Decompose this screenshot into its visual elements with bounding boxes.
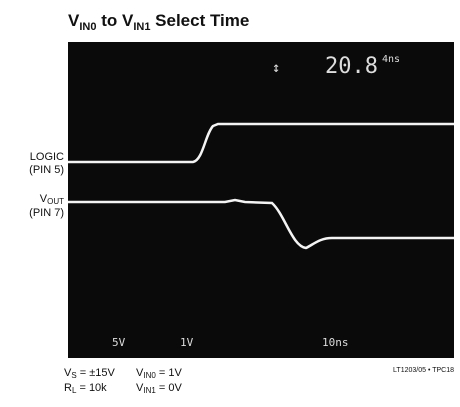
scope-screen — [68, 42, 454, 358]
cond-rest: = 10k — [76, 382, 107, 394]
figure: VIN0 to VIN1 Select Time ↕ 20.8 4ns 5V 1… — [0, 0, 460, 402]
title: VIN0 to VIN1 Select Time — [68, 11, 249, 33]
trace-label: (PIN 5) — [29, 164, 64, 176]
cond-rest: = 0V — [156, 382, 183, 394]
condition: VIN0 = 1V — [136, 367, 182, 380]
title-sub: IN1 — [133, 21, 150, 33]
figure-id: LT1203/05 • TPC18 — [393, 367, 454, 374]
title-sub: IN0 — [79, 21, 96, 33]
title-part: V — [68, 11, 80, 30]
condition: RL = 10k — [64, 382, 107, 395]
readout-unit: 4ns — [382, 54, 400, 65]
cond-sub: IN0 — [143, 371, 156, 380]
page: VIN0 to VIN1 Select Time ↕ 20.8 4ns 5V 1… — [0, 0, 460, 407]
trigger-marker: ↕ — [272, 60, 280, 76]
trace-label: VOUT — [40, 193, 64, 206]
cond-rest: = 1V — [156, 367, 183, 379]
cond-rest: = ±15V — [77, 367, 116, 379]
trace-label: LOGIC — [30, 151, 64, 163]
scale-label: 5V — [112, 336, 126, 349]
title-part: Select Time — [150, 11, 249, 30]
condition: VS = ±15V — [64, 367, 115, 380]
title-part: to V — [96, 11, 133, 30]
trace-label: (PIN 7) — [29, 207, 64, 219]
cond-main: R — [64, 382, 72, 394]
condition: VIN1 = 0V — [136, 382, 182, 395]
readout: 20.8 — [325, 54, 378, 79]
label-sub: OUT — [47, 197, 64, 206]
cond-sub: IN1 — [143, 386, 156, 395]
scale-label: 1V — [180, 336, 194, 349]
scale-label: 10ns — [322, 336, 349, 349]
